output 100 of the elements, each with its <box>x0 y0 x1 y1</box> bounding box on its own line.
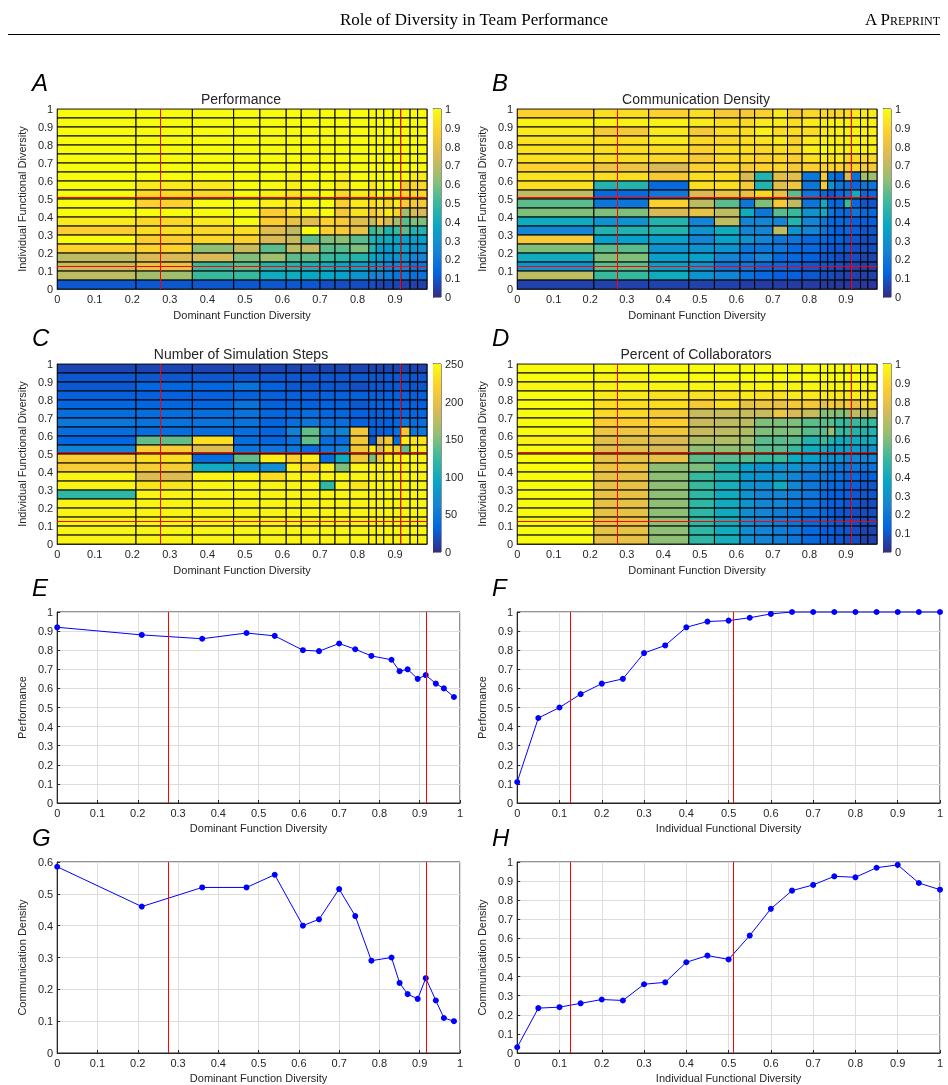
point <box>352 913 359 920</box>
x-tick-label: 0.9 <box>387 547 403 560</box>
x-tick-label: 0.1 <box>551 1056 568 1069</box>
point <box>767 905 774 912</box>
x-tick-label: 0.9 <box>838 292 854 305</box>
x-tick-label: 0.7 <box>805 806 821 819</box>
x-tick-label: 0.9 <box>412 806 428 819</box>
x-tick-label: 0.5 <box>250 806 267 819</box>
y-axis-title: Performance <box>475 676 488 739</box>
y-tick-label: 0.7 <box>37 412 54 425</box>
y-tick-label: 0.6 <box>497 682 514 695</box>
x-tick-label: 0.3 <box>162 547 178 560</box>
y-tick-label: 0.3 <box>37 951 54 964</box>
y-tick-label: 0.3 <box>497 739 514 752</box>
y-tick-label: 0.1 <box>37 265 54 278</box>
chart-title: Number of Simulation Steps <box>153 346 329 362</box>
x-axis-title: Dominant Function Diversity <box>173 563 312 576</box>
x-tick-label: 0.3 <box>636 806 652 819</box>
x-tick-label: 0.8 <box>847 1056 864 1069</box>
y-tick-label: 0.5 <box>497 951 514 964</box>
y-tick-label: 0.6 <box>497 932 514 945</box>
y-tick-label: 0.3 <box>497 229 514 242</box>
point <box>662 979 669 986</box>
y-axis-title: Communication Density <box>15 898 28 1016</box>
text: A Preprint <box>864 10 940 30</box>
point <box>368 957 375 964</box>
point <box>789 887 796 894</box>
x-tick-label: 0.9 <box>890 1056 906 1069</box>
color-bar-label: 0.5 <box>895 197 911 209</box>
y-tick-label: 0.5 <box>37 887 54 900</box>
x-tick-label: 0.2 <box>124 547 140 560</box>
x-tick-label: 0.3 <box>170 806 186 819</box>
color-bar-label: 0.8 <box>895 395 911 408</box>
y-tick-label: 0.1 <box>37 520 54 533</box>
x-tick-label: 0.8 <box>371 806 388 819</box>
x-tick-label: 0.4 <box>655 292 671 305</box>
point <box>535 715 542 721</box>
y-tick-label: 0.1 <box>497 265 514 278</box>
x-tick-label: 0.9 <box>412 1056 428 1069</box>
point <box>556 1004 563 1011</box>
x-tick-label: 0.4 <box>678 806 694 819</box>
y-tick-label: 0.5 <box>37 701 54 714</box>
point <box>577 691 584 698</box>
text: H <box>492 824 510 852</box>
x-tick-label: 0.8 <box>847 806 864 819</box>
x-tick-label: 0.7 <box>765 547 781 560</box>
x-tick-label: 0.1 <box>87 292 103 305</box>
color-bar-label: 0.1 <box>895 272 911 285</box>
y-tick-label: 0.7 <box>37 157 54 170</box>
point <box>683 624 690 631</box>
point <box>243 630 250 637</box>
y-axis-title: Individual Functional Diversity <box>475 125 488 272</box>
x-tick-label: 0.8 <box>371 1056 388 1069</box>
y-tick-label: 0.3 <box>37 739 54 752</box>
y-tick-label: 0 <box>507 538 514 551</box>
x-tick-label: 0.3 <box>170 1056 186 1069</box>
y-tick-label: 0.3 <box>497 989 514 1002</box>
y-tick-label: 0.4 <box>37 466 54 479</box>
color-bar-label: 0.3 <box>445 234 461 247</box>
y-tick-label: 1 <box>507 358 514 370</box>
point <box>388 656 395 663</box>
y-tick-label: 1 <box>507 606 514 618</box>
x-tick-label: 0.6 <box>291 1056 307 1069</box>
color-bar-label: 0.9 <box>895 376 911 389</box>
point <box>746 614 753 621</box>
x-tick-label: 0.5 <box>720 1056 737 1069</box>
color-bar-label: 1 <box>895 103 902 115</box>
x-axis-title: Dominant Function Diversity <box>189 822 328 835</box>
point <box>450 1018 457 1025</box>
text: Role of Diversity in Team Performance <box>339 10 609 29</box>
point <box>432 680 439 687</box>
color-bar-label: 0.6 <box>895 178 911 191</box>
y-tick-label: 0.2 <box>37 502 54 515</box>
point <box>404 991 411 998</box>
y-tick-label: 0.5 <box>497 193 514 206</box>
y-axis-title: Individual Functional Diversity <box>15 125 28 272</box>
x-tick-label: 0.4 <box>199 292 216 305</box>
y-tick-label: 1 <box>47 606 54 618</box>
point <box>556 704 563 711</box>
x-tick-label: 0.5 <box>720 806 737 819</box>
x-tick-label: 0.7 <box>312 547 328 560</box>
x-tick-label: 0.2 <box>130 806 146 819</box>
color-bar-label: 0.2 <box>445 253 461 266</box>
point <box>873 864 880 871</box>
text: A <box>32 69 49 97</box>
point <box>852 609 859 615</box>
point <box>199 635 206 642</box>
color-bar-label: 0.4 <box>445 215 461 228</box>
point <box>316 916 323 923</box>
x-tick-label: 0.2 <box>124 292 140 305</box>
x-tick-label: 0.2 <box>582 547 598 560</box>
y-tick-label: 0.9 <box>497 121 514 134</box>
y-tick-label: 1 <box>47 358 54 370</box>
color-bar-label: 0.4 <box>895 470 911 483</box>
point <box>299 647 306 654</box>
point <box>937 609 943 615</box>
point <box>271 632 278 639</box>
y-tick-label: 0 <box>47 538 54 551</box>
x-tick-label: 0.9 <box>838 547 854 560</box>
x-axis-title: Dominant Function Diversity <box>189 1072 328 1085</box>
